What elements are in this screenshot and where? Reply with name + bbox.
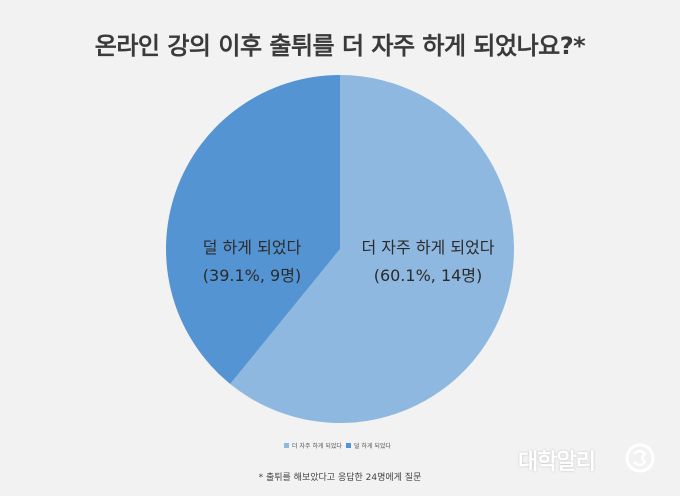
pie-slices bbox=[166, 75, 515, 423]
footnote: * 출튀를 해보았다고 응답한 24명에게 질문 bbox=[258, 473, 422, 483]
slice-value-label-2: (39.1%, 9명) bbox=[203, 266, 301, 285]
legend-swatch-2 bbox=[346, 443, 351, 448]
brand-logo-icon bbox=[625, 443, 655, 473]
chart-title: 온라인 강의 이후 출튀를 더 자주 하게 되었나요?* bbox=[94, 32, 586, 60]
pie-slice-1 bbox=[230, 75, 515, 423]
slice-value-label-1: (60.1%, 14명) bbox=[374, 266, 483, 285]
legend-label-1: 더 자주 하게 되었다 bbox=[292, 442, 342, 450]
brand-logo-text: 대학알리 bbox=[518, 450, 596, 475]
legend: 더 자주 하게 되었다 덜 하게 되었다 bbox=[284, 442, 391, 450]
legend-swatch-1 bbox=[284, 443, 289, 448]
slice-label-2: 덜 하게 되었다 bbox=[203, 238, 302, 257]
pie-slice-2 bbox=[166, 75, 340, 384]
slice-label-1: 더 자주 하게 되었다 bbox=[361, 238, 494, 257]
slice-labels: 더 자주 하게 되었다 (60.1%, 14명) 덜 하게 되었다 (39.1%, 9… bbox=[203, 238, 495, 285]
legend-label-2: 덜 하게 되었다 bbox=[354, 442, 391, 450]
